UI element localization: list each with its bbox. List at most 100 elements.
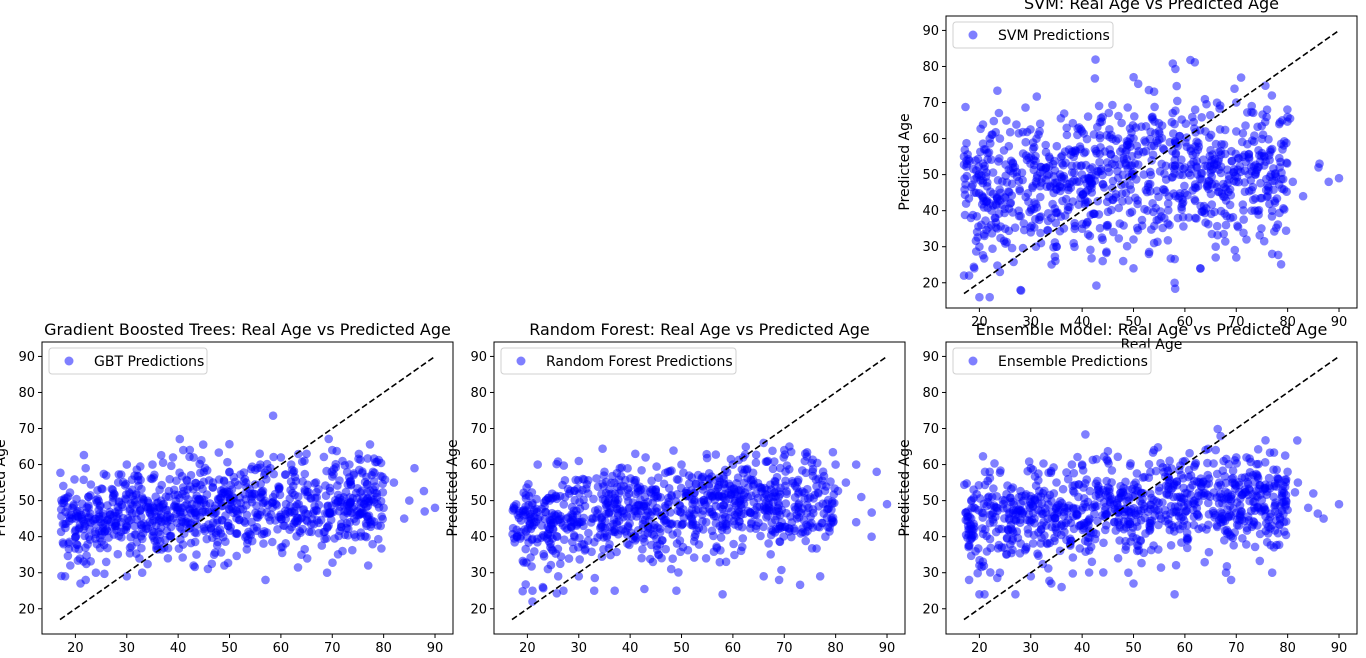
data-point [185, 445, 195, 455]
data-point [362, 532, 371, 542]
data-point [1190, 213, 1200, 223]
data-point [649, 530, 659, 540]
data-point [1269, 448, 1279, 457]
data-point [343, 480, 353, 489]
data-point [331, 463, 341, 472]
data-point [574, 456, 584, 466]
data-point [136, 462, 145, 471]
data-point [148, 460, 157, 469]
data-point [1163, 199, 1173, 208]
data-point [1117, 189, 1127, 198]
data-point [661, 503, 670, 513]
data-point [1114, 515, 1124, 524]
data-point [683, 545, 693, 555]
data-point [322, 466, 331, 476]
x-tick-label: 60 [1177, 315, 1194, 330]
data-point [759, 572, 768, 581]
data-point [1036, 192, 1045, 202]
data-point [1191, 183, 1201, 193]
data-point [286, 460, 296, 469]
data-point [1063, 474, 1073, 484]
x-tick-label: 50 [673, 641, 690, 656]
data-point [72, 540, 81, 549]
data-point [1016, 285, 1025, 295]
data-point [219, 476, 229, 485]
data-point [1182, 142, 1192, 151]
data-point [1204, 219, 1213, 229]
y-tick-label: 70 [18, 422, 35, 437]
data-point [1216, 168, 1226, 178]
data-point [1149, 87, 1159, 96]
data-point [1081, 547, 1090, 556]
data-point [1281, 226, 1291, 235]
data-point [1035, 486, 1044, 496]
data-point [137, 543, 146, 553]
y-tick-label: 60 [922, 132, 939, 147]
data-point [596, 513, 606, 523]
data-point [1124, 568, 1133, 577]
data-point [1254, 205, 1264, 215]
data-point [1274, 509, 1283, 519]
data-point [1165, 220, 1174, 230]
data-point [818, 518, 827, 528]
data-point [1186, 471, 1196, 480]
data-point [674, 568, 683, 577]
x-tick-label: 20 [519, 641, 536, 656]
y-tick-label: 40 [922, 530, 939, 545]
data-point [1083, 112, 1093, 121]
data-point [319, 452, 329, 462]
data-point [624, 483, 634, 493]
data-point [1150, 102, 1159, 112]
data-point [1280, 205, 1289, 214]
legend-marker [968, 356, 978, 366]
data-point [1196, 479, 1206, 488]
data-point [1125, 461, 1135, 471]
data-point [821, 532, 830, 541]
data-point [1218, 499, 1227, 508]
data-point [985, 473, 995, 483]
data-point [1080, 174, 1089, 184]
data-point [1244, 152, 1254, 162]
data-point [190, 537, 200, 547]
data-point [1243, 477, 1252, 487]
data-point [1224, 494, 1233, 504]
data-point [699, 525, 708, 534]
data-point [1130, 159, 1140, 168]
data-point [1276, 260, 1286, 269]
data-point [1247, 101, 1256, 111]
data-point [1067, 460, 1077, 469]
data-point [143, 559, 152, 569]
data-point [244, 527, 253, 537]
data-point [1204, 479, 1214, 488]
data-point [156, 450, 166, 460]
x-tick-label: 80 [827, 641, 844, 656]
y-tick-label: 60 [922, 458, 939, 473]
data-point [1267, 249, 1277, 259]
data-point [996, 466, 1005, 475]
data-point [631, 449, 640, 459]
data-point [1133, 79, 1143, 89]
x-tick-label: 50 [1125, 641, 1142, 656]
data-point [1132, 469, 1142, 478]
data-point [1090, 74, 1100, 83]
data-point [1084, 521, 1093, 530]
data-point [981, 525, 990, 534]
data-point [988, 508, 998, 518]
data-point [1103, 483, 1113, 492]
data-point [1058, 196, 1067, 206]
data-point [1145, 134, 1155, 144]
y-tick-label: 20 [922, 276, 939, 291]
data-point [1014, 129, 1024, 138]
data-point [1246, 176, 1256, 185]
data-point [637, 553, 646, 563]
data-point [1255, 480, 1265, 490]
data-point [234, 480, 243, 490]
data-point [1095, 493, 1105, 503]
data-point [1109, 227, 1118, 237]
x-tick-label: 90 [427, 641, 444, 656]
data-point [764, 539, 773, 548]
data-point [1216, 150, 1226, 159]
data-point [1110, 160, 1120, 170]
x-tick-label: 30 [1022, 641, 1039, 656]
data-point [708, 509, 717, 519]
